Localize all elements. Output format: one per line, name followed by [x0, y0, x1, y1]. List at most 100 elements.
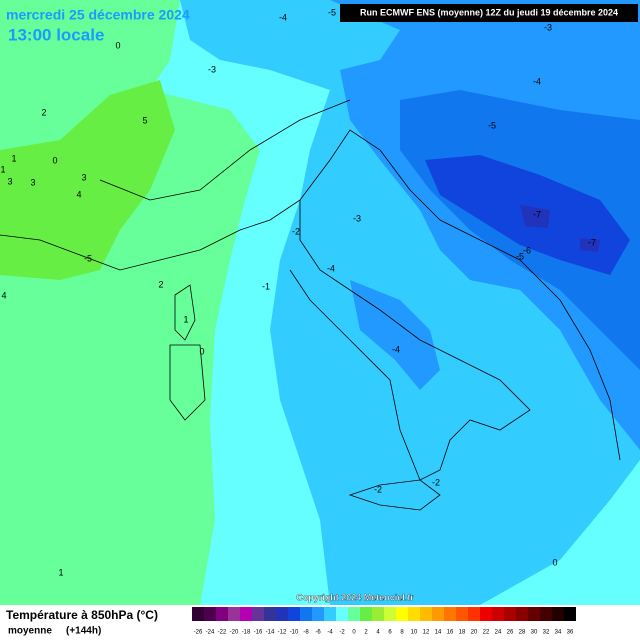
date: mercredi 25 décembre 2024: [6, 7, 190, 23]
contour-label: 0: [199, 346, 204, 356]
scale-label: 28: [519, 630, 526, 636]
scale-label: -24: [206, 630, 215, 636]
contour-label: 4: [1, 290, 6, 300]
scale-label: 4: [376, 630, 380, 636]
scale-swatch: [252, 607, 264, 621]
scale-swatch: [504, 607, 516, 621]
warmest-zone: [0, 80, 175, 280]
map: -5-4-30-3-425 -51 013 3 34-3 -7-7-2-6-5-4-124…: [0, 0, 640, 605]
copyright: Copyright 2024 Meteociel.fr: [296, 592, 414, 602]
scale-swatch: [456, 607, 468, 621]
contour-label: 2: [41, 107, 46, 117]
scale-label: -16: [254, 630, 263, 636]
scale-swatch: [300, 607, 312, 621]
scale-swatch: [324, 607, 336, 621]
scale-swatch: [276, 607, 288, 621]
contour-label: -5: [328, 7, 336, 17]
contour-labels: -5-4-30-3-425 -51 013 3 34-3 -7-7-2-6-5-4-124…: [0, 7, 596, 577]
contour-label: -3: [353, 213, 361, 223]
scale-swatch: [492, 607, 504, 621]
contour-label: 1: [183, 314, 188, 324]
scale-label: 12: [423, 630, 430, 636]
scale-swatch: [552, 607, 564, 621]
scale-label: 30: [531, 630, 538, 636]
scale-label: 0: [352, 630, 356, 636]
scale-swatch: [396, 607, 408, 621]
contour-label: 0: [552, 557, 557, 567]
scale-label: 18: [459, 630, 466, 636]
coastlines: [0, 99, 621, 511]
scale-swatch: [480, 607, 492, 621]
scale-label: -18: [242, 630, 251, 636]
contour-label: 3: [30, 177, 35, 187]
scale-label: -6: [315, 630, 321, 636]
scale-label: 32: [543, 630, 550, 636]
scale-swatch: [468, 607, 480, 621]
scale-swatch: [420, 607, 432, 621]
scale-label: -10: [290, 630, 299, 636]
contour-label: -4: [327, 263, 335, 273]
time: 13:00 locale: [8, 25, 104, 44]
scale-swatch: [564, 607, 576, 621]
contour-label: -5: [84, 253, 92, 263]
scale-swatch: [216, 607, 228, 621]
contour-label: 1: [0, 164, 5, 174]
contour-label: -5: [488, 120, 496, 130]
scale-label: 22: [483, 630, 490, 636]
scale-label: -26: [194, 630, 203, 636]
run-info: Run ECMWF ENS (moyenne) 12Z du jeudi 19 …: [360, 7, 618, 17]
contour-label: 3: [7, 176, 12, 186]
scale-swatch: [264, 607, 276, 621]
contour-label: 2: [158, 279, 163, 289]
contour-label: 0: [52, 155, 57, 165]
scale-swatch: [408, 607, 420, 621]
contour-label: -3: [208, 64, 216, 74]
contour-label: -4: [392, 344, 400, 354]
scale-label: 26: [507, 630, 514, 636]
scale-label: 20: [471, 630, 478, 636]
contour-label: 4: [76, 189, 81, 199]
contour-label: -4: [279, 12, 287, 22]
contour-label: 5: [142, 115, 147, 125]
contour-label: -6: [523, 245, 531, 255]
scale-label: 36: [567, 630, 574, 636]
contour-label: -7: [533, 209, 541, 219]
scale-swatch: [348, 607, 360, 621]
scale-label: -2: [339, 630, 345, 636]
scale-label: 24: [495, 630, 502, 636]
scale-label: 34: [555, 630, 562, 636]
scale-label: 10: [411, 630, 418, 636]
scale-label: -8: [303, 630, 309, 636]
scale-label: -4: [327, 630, 333, 636]
contour-label: -1: [262, 281, 270, 291]
scale-swatch: [228, 607, 240, 621]
legend-lead: (+144h): [66, 626, 101, 637]
contour-label: 0: [115, 40, 120, 50]
scale-swatch: [516, 607, 528, 621]
run-box: [340, 4, 638, 22]
scale-swatch: [528, 607, 540, 621]
scale-swatch: [312, 607, 324, 621]
contour-label: -3: [544, 22, 552, 32]
contour-label: 1: [58, 567, 63, 577]
scale-swatch: [204, 607, 216, 621]
scale-label: 6: [388, 630, 392, 636]
scale-swatch: [336, 607, 348, 621]
scale-label: 8: [400, 630, 404, 636]
contour-label: -2: [374, 484, 382, 494]
scale-label: -14: [266, 630, 275, 636]
legend-title: Température à 850hPa (°C): [6, 608, 158, 622]
coldest-core: [520, 205, 600, 252]
scale-label: -12: [278, 630, 287, 636]
scale-swatch: [240, 607, 252, 621]
legend-subtitle: moyenne: [8, 626, 52, 637]
scale-swatch: [432, 607, 444, 621]
contour-label: -4: [533, 76, 541, 86]
scale-label: -22: [218, 630, 227, 636]
scale-swatch: [372, 607, 384, 621]
scale-label: 14: [435, 630, 442, 636]
contour-label: -7: [588, 237, 596, 247]
scale-swatch: [288, 607, 300, 621]
scale-swatch: [444, 607, 456, 621]
